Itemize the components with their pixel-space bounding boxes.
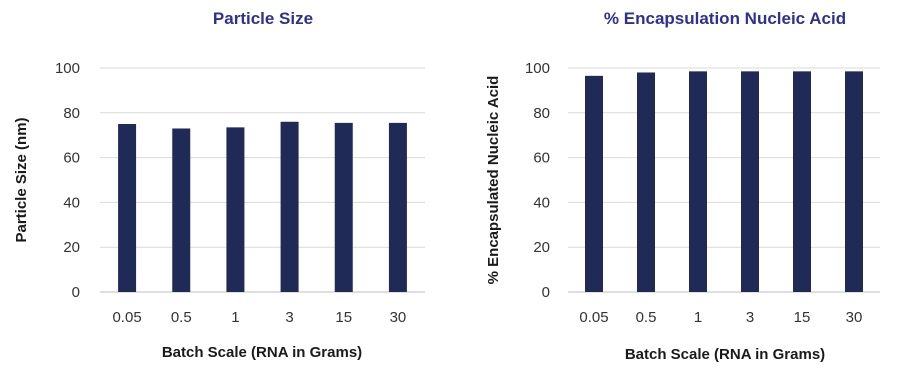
y-tick-label: 20 xyxy=(63,239,80,256)
x-tick-label: 1 xyxy=(231,309,239,326)
y-tick-label: 40 xyxy=(533,194,550,211)
x-tick-labels: 0.05 0.5 1 3 15 30 xyxy=(112,309,406,326)
gridlines xyxy=(568,67,880,293)
x-tick-label: 15 xyxy=(794,309,811,326)
y-tick-label: 80 xyxy=(63,105,80,122)
x-tick-label: 0.05 xyxy=(112,309,141,326)
y-axis-title: % Encapsulated Nucleic Acid xyxy=(485,76,502,285)
bar-0-5 xyxy=(637,72,655,292)
bar-0-05 xyxy=(118,124,137,292)
y-tick-label: 40 xyxy=(63,194,80,211)
y-tick-label: 60 xyxy=(533,150,550,167)
bars xyxy=(118,121,407,292)
particle-size-chart: Particle Size 0 20 40 60 80 100 0.05 0.5 1 3 15 30… xyxy=(13,9,425,361)
bar-3 xyxy=(741,71,759,292)
x-tick-label: 0.5 xyxy=(636,309,657,326)
x-tick-labels: 0.05 0.5 1 3 15 30 xyxy=(579,309,862,326)
y-tick-label: 60 xyxy=(63,150,80,167)
y-tick-label: 0 xyxy=(542,284,550,301)
y-tick-label: 0 xyxy=(72,284,80,301)
x-tick-label: 3 xyxy=(746,309,754,326)
x-tick-label: 0.5 xyxy=(171,309,192,326)
chart-title: Particle Size xyxy=(213,9,313,28)
encapsulation-chart: % Encapsulation Nucleic Acid 02040608010… xyxy=(485,9,880,363)
bar-15 xyxy=(793,71,811,292)
y-tick-label: 100 xyxy=(55,60,80,77)
x-tick-label: 0.05 xyxy=(579,309,608,326)
x-tick-label: 3 xyxy=(285,309,293,326)
y-tick-label: 100 xyxy=(525,60,550,77)
x-axis-title: Batch Scale (RNA in Grams) xyxy=(162,344,362,361)
bar-1 xyxy=(689,71,707,292)
x-axis-title: Batch Scale (RNA in Grams) xyxy=(625,346,825,363)
y-tick-labels: 0 20 40 60 80 100 xyxy=(55,60,80,301)
bar-30 xyxy=(388,122,407,292)
x-tick-label: 30 xyxy=(390,309,407,326)
y-axis-title: Particle Size (nm) xyxy=(13,117,30,242)
y-tick-label: 20 xyxy=(533,239,550,256)
bar-15 xyxy=(334,122,353,292)
gridlines xyxy=(100,67,425,293)
bar-0-05 xyxy=(585,75,603,292)
bars xyxy=(585,71,863,292)
x-tick-label: 30 xyxy=(846,309,863,326)
chart-title: % Encapsulation Nucleic Acid xyxy=(604,9,846,28)
bar-3 xyxy=(280,121,299,292)
bar-1 xyxy=(226,127,245,292)
x-tick-label: 15 xyxy=(335,309,352,326)
x-tick-label: 1 xyxy=(694,309,702,326)
bar-0-5 xyxy=(172,128,191,292)
y-tick-labels: 0 20 40 60 80 100 xyxy=(525,60,550,301)
bar-30 xyxy=(845,71,863,292)
y-tick-label: 80 xyxy=(533,105,550,122)
